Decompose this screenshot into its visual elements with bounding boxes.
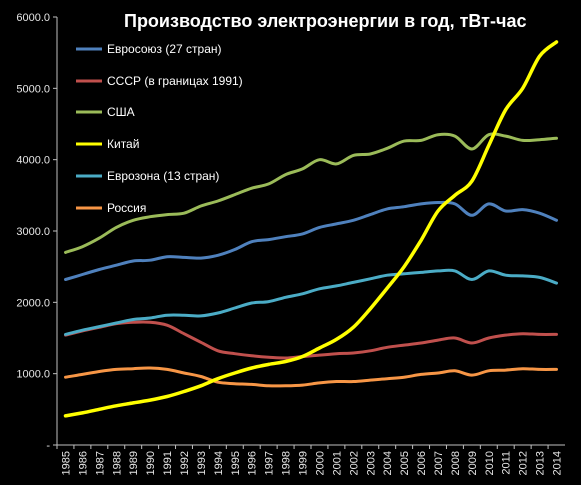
y-axis-ticks: - 1000.0 2000.0 3000.0 4000.0 5000.0 6000.0 <box>16 12 57 452</box>
x-tick-label: 2010 <box>484 451 496 475</box>
y-tick-label: 4000.0 <box>16 155 50 167</box>
x-tick-label: 2012 <box>518 451 530 475</box>
x-tick-label: 1990 <box>145 451 157 475</box>
x-tick-label: 2002 <box>348 451 360 475</box>
series-line-2 <box>64 320 558 360</box>
y-tick-label: 1000.0 <box>16 369 50 381</box>
legend-label-6: Россия <box>107 201 146 215</box>
x-tick-label: 1997 <box>264 451 276 475</box>
series-line-5 <box>64 268 558 336</box>
series-line-1 <box>64 200 558 281</box>
x-tick-label: 2005 <box>399 451 411 475</box>
y-tick-label: 3000.0 <box>16 226 50 238</box>
x-tick-label: 1995 <box>230 451 242 475</box>
legend-label-2: СССР (в границах 1991) <box>107 74 243 88</box>
x-tick-label: 2003 <box>365 451 377 475</box>
series-line-6 <box>64 366 558 388</box>
legend-label-5: Еврозона (13 стран) <box>107 169 219 183</box>
x-tick-label: 1991 <box>162 451 174 475</box>
series-lines <box>63 40 559 418</box>
series-line-4 <box>63 40 559 418</box>
x-tick-label: 1998 <box>281 451 293 475</box>
x-tick-label: 1993 <box>196 451 208 475</box>
x-tick-label: 2007 <box>433 451 445 475</box>
legend-label-3: США <box>107 105 135 119</box>
x-tick-label: 2008 <box>450 451 462 475</box>
series-line-3 <box>64 132 558 254</box>
x-tick-label: 2004 <box>382 451 394 475</box>
x-tick-label: 2014 <box>552 451 564 475</box>
x-tick-label: 1994 <box>213 451 225 475</box>
x-tick-label: 1999 <box>298 451 310 475</box>
x-tick-label: 2011 <box>501 451 513 475</box>
x-tick-label: 1992 <box>179 451 191 475</box>
y-tick-label: 5000.0 <box>16 83 50 95</box>
x-axis-ticks: 1985 1986 1987 1988 1989 1990 1991 1992 1993 1994… <box>56 445 564 475</box>
legend: Евросоюз (27 стран) СССР (в границах 1991… <box>76 42 243 215</box>
legend-label-1: Евросоюз (27 стран) <box>107 42 222 56</box>
x-tick-label: 1987 <box>94 451 106 475</box>
chart-title: Производство электроэнергии в год, тВт-ч… <box>124 11 526 31</box>
legend-label-4: Китай <box>107 137 139 151</box>
x-tick-label: 2013 <box>535 451 547 475</box>
x-tick-label: 1986 <box>77 451 89 475</box>
y-tick-label: 6000.0 <box>16 12 50 24</box>
y-tick-label: - <box>46 440 50 452</box>
x-tick-label: 2009 <box>467 451 479 475</box>
y-tick-label: 2000.0 <box>16 297 50 309</box>
x-tick-label: 2000 <box>314 451 326 475</box>
x-tick-label: 1988 <box>111 451 123 475</box>
x-tick-label: 2001 <box>331 451 343 475</box>
x-tick-label: 1989 <box>128 451 140 475</box>
x-tick-label: 1996 <box>247 451 259 475</box>
x-tick-label: 2006 <box>416 451 428 475</box>
x-tick-label: 1985 <box>60 451 72 475</box>
